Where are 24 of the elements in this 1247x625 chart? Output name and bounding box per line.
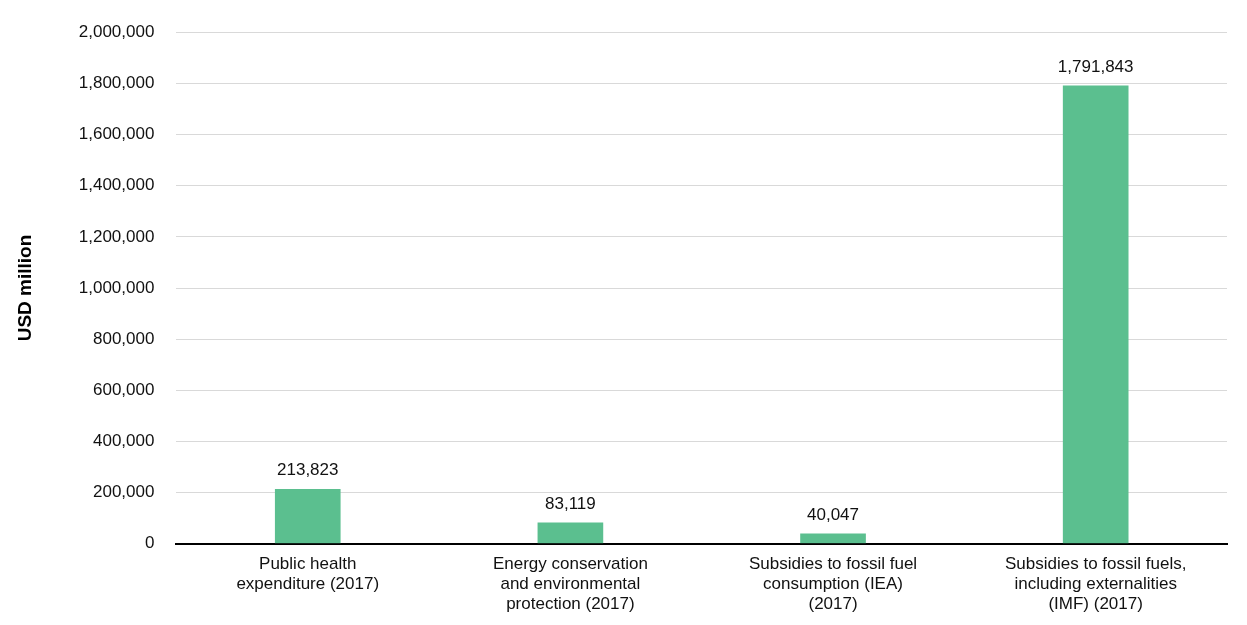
y-tick-label: 1,800,000 xyxy=(78,73,155,93)
y-tick-label: 400,000 xyxy=(92,431,155,451)
y-tick-label: 0 xyxy=(144,533,155,553)
y-tick-label: 1,000,000 xyxy=(78,277,155,297)
data-label: 1,791,843 xyxy=(1057,56,1134,76)
data-label: 40,047 xyxy=(807,504,860,524)
data-label: 213,823 xyxy=(277,460,339,480)
data-label: 83,119 xyxy=(545,493,596,513)
y-tick-label: 600,000 xyxy=(92,380,155,400)
y-tick-label: 200,000 xyxy=(92,482,155,502)
bar xyxy=(800,533,866,544)
x-tick-label: Energy conservation and environmental protection (2017) xyxy=(492,553,648,614)
x-tick-label: Subsidies to fossil fuel consumption (IEA) (2017) xyxy=(748,553,918,614)
bar xyxy=(274,489,341,544)
y-tick-label: 2,000,000 xyxy=(78,21,155,41)
x-tick-label: Subsidies to fossil fuels, including externalities (IMF) (2017) xyxy=(1004,553,1187,614)
bar xyxy=(537,522,604,544)
y-tick-label: 1,600,000 xyxy=(78,124,155,144)
y-tick-label: 800,000 xyxy=(92,328,155,348)
y-tick-label: 1,200,000 xyxy=(78,226,155,246)
y-axis-title: USD million xyxy=(13,234,35,342)
y-tick-label: 1,400,000 xyxy=(78,175,155,195)
bar xyxy=(1062,85,1129,544)
x-tick-label: Public health expenditure (2017) xyxy=(236,553,380,594)
